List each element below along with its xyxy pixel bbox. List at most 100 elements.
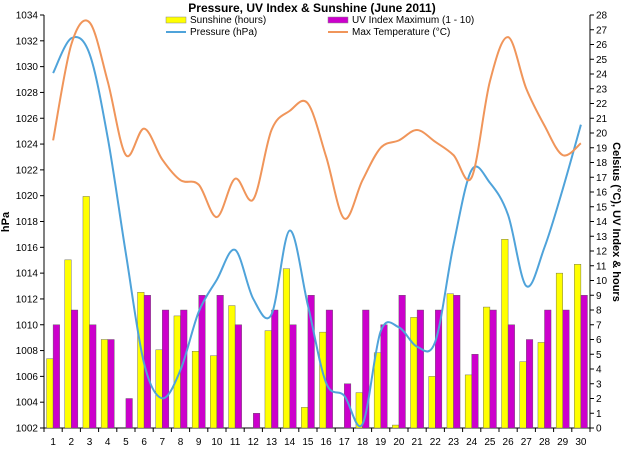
y-tick-label-right: 9 [596, 291, 602, 302]
bar-sunshine [483, 306, 491, 429]
x-tick-label: 9 [196, 437, 202, 448]
bar-sunshine [210, 355, 218, 429]
bar-uv-index [216, 295, 224, 429]
bar-uv-index [544, 309, 552, 429]
x-tick-label: 6 [141, 437, 147, 448]
y-tick-label-right: 19 [596, 143, 608, 154]
y-tick-label-right: 11 [596, 261, 607, 272]
bar-sunshine [64, 259, 72, 429]
bar-uv-index [289, 324, 297, 429]
bar-uv-index [398, 295, 406, 429]
y-tick-label-left: 1026 [16, 114, 39, 125]
y-tick-label-left: 1012 [16, 294, 39, 305]
y-tick-label-left: 1016 [16, 243, 39, 254]
y-tick-label-left: 1030 [16, 62, 39, 73]
line-max-temperature [52, 19, 582, 220]
y-tick-label-right: 6 [596, 335, 602, 346]
y-tick-label-left: 1018 [16, 217, 39, 228]
bar-sunshine [228, 305, 236, 429]
bar-sunshine [392, 424, 400, 429]
y-tick-label-right: 12 [596, 247, 608, 258]
y-tick-label-left: 1010 [16, 320, 39, 331]
bar-uv-index [253, 413, 261, 429]
x-tick-label: 26 [503, 437, 515, 448]
bar-sunshine [464, 374, 472, 429]
y-tick-label-right: 0 [596, 424, 602, 435]
x-tick-label: 2 [69, 437, 75, 448]
bar-sunshine [428, 376, 436, 429]
x-tick-label: 24 [466, 437, 478, 448]
x-tick-label: 16 [321, 437, 333, 448]
bar-uv-index [344, 383, 352, 429]
bar-sunshine [537, 342, 545, 429]
y-tick-label-right: 1 [596, 409, 602, 420]
y-tick-label-left: 1014 [16, 269, 39, 280]
y-tick-label-right: 23 [596, 84, 608, 95]
y-tick-label-right: 21 [596, 114, 608, 125]
bar-uv-index [580, 295, 588, 429]
bar-sunshine [46, 358, 54, 429]
x-tick-label: 10 [211, 437, 223, 448]
bar-sunshine [155, 349, 163, 429]
x-tick-label: 5 [123, 437, 129, 448]
bar-sunshine [264, 330, 272, 429]
x-tick-label: 30 [575, 437, 587, 448]
bar-sunshine [519, 361, 527, 429]
y-tick-label-right: 27 [596, 25, 608, 36]
x-tick-label: 28 [539, 437, 551, 448]
y-axis-label-left: hPa [0, 211, 12, 232]
bar-sunshine [446, 293, 454, 429]
y-tick-label-right: 22 [596, 99, 608, 110]
y-axis-label-right: Celsius (°C), UV Index & hours [610, 142, 622, 302]
bar-uv-index [198, 295, 206, 429]
y-tick-label-right: 4 [596, 365, 602, 376]
bar-uv-index [362, 309, 370, 429]
y-tick-label-left: 1020 [16, 191, 39, 202]
legend: Sunshine (hours) UV Index Maximum (1 - 1… [165, 15, 474, 38]
y-tick-label-right: 16 [596, 188, 608, 199]
x-tick-label: 12 [248, 437, 260, 448]
y-tick-label-right: 24 [596, 70, 608, 81]
bar-uv-index [307, 295, 315, 429]
bar-sunshine [574, 264, 582, 429]
bar-uv-index [89, 324, 97, 429]
legend-label-uv: UV Index Maximum (1 - 10) [352, 15, 474, 26]
bar-uv-index [416, 309, 424, 429]
x-tick-label: 8 [178, 437, 184, 448]
bar-sunshine [373, 352, 381, 429]
y-tick-label-right: 14 [596, 217, 608, 228]
y-tick-label-right: 15 [596, 202, 608, 213]
y-tick-label-left: 1032 [16, 36, 39, 47]
x-tick-label: 14 [284, 437, 296, 448]
x-tick-label: 1 [50, 437, 56, 448]
bar-uv-index [562, 309, 570, 429]
bar-sunshine [100, 339, 108, 429]
x-tick-label: 13 [266, 437, 278, 448]
y-tick-label-right: 18 [596, 158, 608, 169]
y-tick-label-right: 20 [596, 129, 608, 140]
y-tick-label-left: 1006 [16, 372, 39, 383]
bar-uv-index [489, 309, 497, 429]
x-tick-label: 15 [302, 437, 314, 448]
x-tick-label: 27 [521, 437, 533, 448]
bar-uv-index [162, 309, 170, 429]
y-tick-label-left: 1024 [16, 140, 39, 151]
legend-swatch-sunshine [165, 16, 187, 24]
x-tick-label: 19 [375, 437, 387, 448]
y-tick-label-right: 2 [596, 394, 602, 405]
y-tick-label-left: 1002 [16, 424, 39, 435]
bar-sunshine [301, 407, 309, 429]
bar-uv-index [435, 309, 443, 429]
x-tick-label: 17 [339, 437, 351, 448]
y-tick-label-left: 1008 [16, 346, 39, 357]
bar-uv-index [325, 309, 333, 429]
line-pressure [52, 35, 582, 428]
y-tick-label-right: 7 [596, 320, 602, 331]
bar-uv-index [52, 324, 60, 429]
y-tick-label-right: 5 [596, 350, 602, 361]
bar-uv-index [471, 354, 479, 429]
legend-label-pressure: Pressure (hPa) [190, 27, 257, 38]
bar-uv-index [526, 339, 534, 429]
